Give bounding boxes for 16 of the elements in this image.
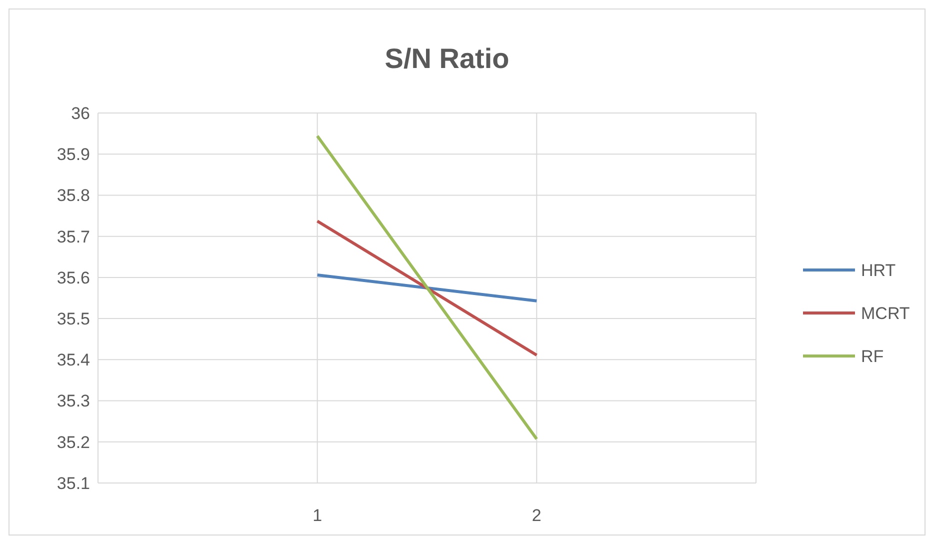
y-tick-label: 35.2 <box>56 432 90 452</box>
y-tick-label: 35.9 <box>56 145 90 164</box>
chart-title: S/N Ratio <box>384 43 510 74</box>
y-tick-label: 35.4 <box>56 350 90 370</box>
y-tick-label: 35.1 <box>56 474 90 493</box>
y-tick-label: 35.8 <box>56 186 90 206</box>
legend-label: MCRT <box>861 304 910 323</box>
y-tick-label: 35.5 <box>56 310 90 329</box>
legend-label: HRT <box>861 260 896 280</box>
y-tick-label: 35.3 <box>56 392 90 411</box>
y-tick-label: 35.6 <box>56 268 90 288</box>
x-tick-label: 1 <box>312 506 322 525</box>
x-tick-label: 2 <box>532 506 542 525</box>
y-tick-label: 36 <box>71 104 90 123</box>
legend-label: RF <box>861 346 884 366</box>
y-tick-label: 35.7 <box>56 227 90 246</box>
